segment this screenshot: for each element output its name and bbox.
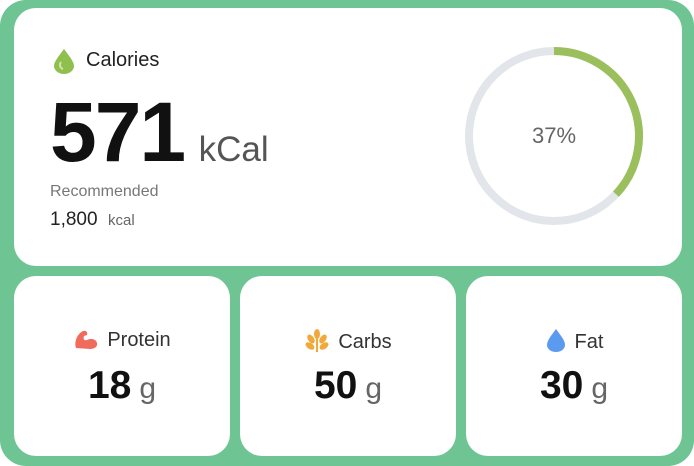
protein-card: Protein 18 g [14, 276, 230, 456]
carbs-label: Carbs [338, 331, 392, 353]
carbs-value-row: 50 g [240, 364, 456, 408]
recommended-value: 1,800 [50, 209, 98, 230]
progress-arc [553, 47, 643, 197]
carbs-value: 50 [313, 364, 358, 407]
progress-label: 37% [532, 123, 576, 148]
carbs-header: Carbs [240, 328, 456, 354]
progress-ring: 37% [465, 47, 643, 225]
calories-card: Calories 571 kCal Recommended 1,800 kcal… [14, 8, 682, 266]
protein-unit: g [139, 372, 157, 405]
calories-value-row: 571 kCal [50, 84, 269, 181]
fat-label: Fat [574, 331, 604, 353]
recommended-label: Recommended [50, 183, 159, 200]
fat-value-row: 30 g [466, 364, 682, 408]
protein-value: 18 [87, 364, 132, 407]
carbs-icon [305, 329, 329, 352]
calories-label: Calories [86, 49, 160, 71]
fat-value: 30 [539, 364, 584, 407]
carbs-unit: g [365, 372, 383, 405]
fat-icon [546, 329, 565, 352]
protein-label: Protein [107, 329, 171, 351]
recommended-row: 1,800 kcal [50, 209, 135, 231]
calories-value: 571 [50, 85, 186, 179]
protein-header: Protein [14, 328, 230, 352]
fat-unit: g [591, 372, 609, 405]
fat-card: Fat 30 g [466, 276, 682, 456]
recommended-unit: kcal [108, 212, 135, 229]
fat-header: Fat [466, 328, 682, 354]
protein-icon [75, 330, 98, 349]
calories-unit: kCal [198, 130, 269, 169]
drop-icon [54, 49, 74, 74]
carbs-card: Carbs 50 g [240, 276, 456, 456]
protein-value-row: 18 g [14, 364, 230, 408]
